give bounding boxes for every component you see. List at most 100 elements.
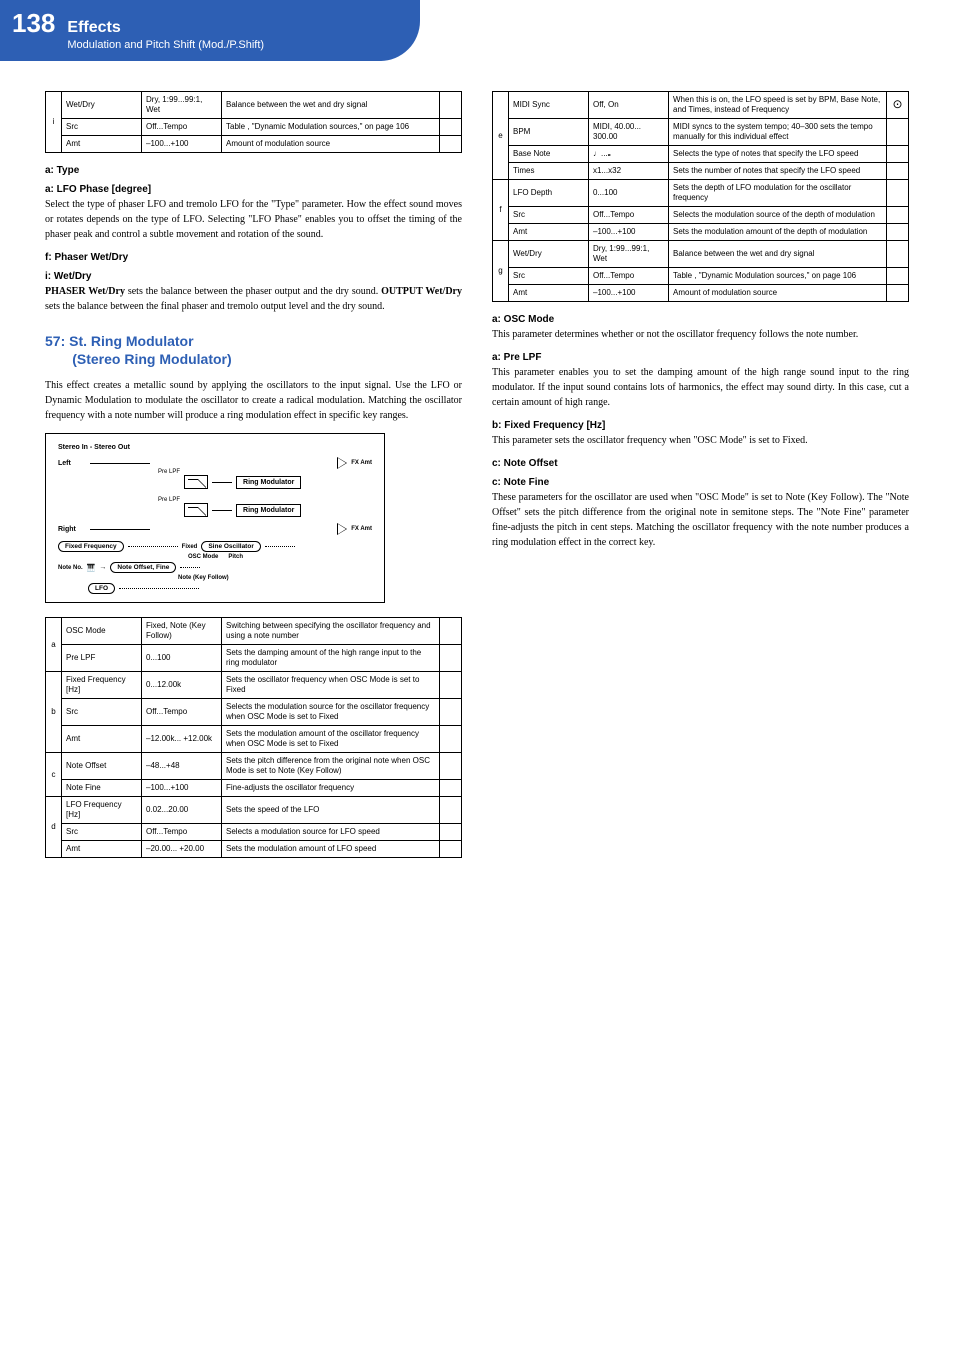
- pre-lpf-label: Pre LPF: [158, 469, 180, 475]
- param-icon: [440, 672, 462, 699]
- heading-note-offset: c: Note Offset: [492, 458, 909, 469]
- left-column: i Wet/Dry Dry, 1:99...99:1, Wet Balance …: [45, 91, 462, 870]
- param-icon: [887, 92, 909, 119]
- param-range: ♩...𝅝: [589, 146, 669, 163]
- param-range: x1...x32: [589, 163, 669, 180]
- param-icon: [440, 841, 462, 858]
- header-title: Effects: [67, 19, 264, 37]
- param-name: Src: [509, 268, 589, 285]
- lpf-icon: [184, 475, 208, 489]
- param-name: Note Fine: [62, 780, 142, 797]
- heading-fixed-freq: b: Fixed Frequency [Hz]: [492, 420, 909, 431]
- diag-right-row: Right FX Amt: [58, 523, 372, 535]
- diag-left-chain: Pre LPF Ring Modulator: [158, 475, 372, 489]
- param-desc: Sets the damping amount of the high rang…: [222, 645, 440, 672]
- param-name: Fixed Frequency [Hz]: [62, 672, 142, 699]
- diag-title: Stereo In - Stereo Out: [58, 444, 372, 451]
- group-cell: i: [46, 92, 62, 153]
- param-desc: Amount of modulation source: [222, 136, 440, 153]
- param-name: Src: [509, 207, 589, 224]
- diag-wire: [212, 510, 232, 511]
- param-name: Wet/Dry: [509, 241, 589, 268]
- heading-f: f: Phaser Wet/Dry: [45, 252, 462, 263]
- page: 138 Effects Modulation and Pitch Shift (…: [0, 0, 954, 870]
- param-desc: Table , "Dynamic Modulation sources," on…: [669, 268, 887, 285]
- param-icon: [440, 797, 462, 824]
- diag-right-chain: Pre LPF Ring Modulator: [158, 503, 372, 517]
- section-num: 57: St. Ring Modulator: [45, 333, 194, 349]
- param-name: Times: [509, 163, 589, 180]
- table-main-left: a OSC Mode Fixed, Note (Key Follow) Swit…: [45, 617, 462, 858]
- pre-lpf-label: Pre LPF: [158, 497, 180, 503]
- table-main-right: e MIDI Sync Off, On When this is on, the…: [492, 91, 909, 302]
- param-desc: Sets the speed of the LFO: [222, 797, 440, 824]
- knob-icon: [892, 100, 902, 111]
- param-icon: [440, 119, 462, 136]
- diag-osc-row2: Note No. 🎹 → Note Offset, Fine: [58, 562, 372, 573]
- para-osc: This parameter determines whether or not…: [492, 327, 909, 342]
- param-icon: [887, 268, 909, 285]
- param-icon: [440, 726, 462, 753]
- param-name: Pre LPF: [62, 645, 142, 672]
- ring-mod-block: Ring Modulator: [236, 504, 301, 517]
- param-desc: Sets the modulation amount of the depth …: [669, 224, 887, 241]
- param-desc: Balance between the wet and dry signal: [222, 92, 440, 119]
- param-name: Wet/Dry: [62, 92, 142, 119]
- diag-dots: [180, 567, 200, 568]
- param-icon: [887, 285, 909, 302]
- param-icon: [440, 699, 462, 726]
- param-range: Off...Tempo: [142, 699, 222, 726]
- param-range: –48...+48: [142, 753, 222, 780]
- param-range: Off...Tempo: [589, 268, 669, 285]
- param-icon: [440, 753, 462, 780]
- heading-i: i: Wet/Dry: [45, 271, 462, 282]
- param-name: Amt: [62, 726, 142, 753]
- pitch-label: Pitch: [228, 554, 243, 560]
- diag-dots: [265, 546, 295, 547]
- fx-amt-label: FX Amt: [351, 460, 372, 466]
- group-cell: g: [493, 241, 509, 302]
- param-range: –100...+100: [142, 136, 222, 153]
- signal-diagram: Stereo In - Stereo Out Left FX Amt Pre L…: [45, 433, 385, 603]
- header-bar: 138 Effects Modulation and Pitch Shift (…: [0, 0, 420, 61]
- amp-icon: [337, 457, 347, 469]
- para-ff: This parameter sets the oscillator frequ…: [492, 433, 909, 448]
- group-cell: d: [46, 797, 62, 858]
- param-desc: Selects the modulation source for the os…: [222, 699, 440, 726]
- param-icon: [887, 163, 909, 180]
- para-pre: This parameter enables you to set the da…: [492, 365, 909, 410]
- param-icon: [440, 645, 462, 672]
- diag-wire: [90, 529, 150, 530]
- param-icon: [440, 618, 462, 645]
- amp-icon: [337, 523, 347, 535]
- param-range: –100...+100: [589, 224, 669, 241]
- param-name: Note Offset: [62, 753, 142, 780]
- lpf-icon: [184, 503, 208, 517]
- param-range: Fixed, Note (Key Follow): [142, 618, 222, 645]
- param-name: Amt: [509, 224, 589, 241]
- diag-osc-row-mid: OSC Mode Pitch: [188, 554, 372, 560]
- group-cell: f: [493, 180, 509, 241]
- param-desc: Balance between the wet and dry signal: [669, 241, 887, 268]
- keyboard-icon: 🎹: [87, 564, 96, 572]
- param-desc: Sets the oscillator frequency when OSC M…: [222, 672, 440, 699]
- param-range: Off...Tempo: [589, 207, 669, 224]
- param-name: OSC Mode: [62, 618, 142, 645]
- param-desc: Fine-adjusts the oscillator frequency: [222, 780, 440, 797]
- param-icon: [887, 241, 909, 268]
- heading-a-type: a: Type: [45, 165, 462, 176]
- note-key-label: Note (Key Follow): [178, 575, 229, 581]
- param-icon: [440, 92, 462, 119]
- param-range: –20.00... +20.00: [142, 841, 222, 858]
- fixed-label: Fixed: [182, 544, 198, 550]
- param-name: LFO Frequency [Hz]: [62, 797, 142, 824]
- group-cell: b: [46, 672, 62, 753]
- para-a: Select the type of phaser LFO and tremol…: [45, 197, 462, 242]
- param-desc: Sets the modulation amount of LFO speed: [222, 841, 440, 858]
- param-range: Off...Tempo: [142, 119, 222, 136]
- note-offset-box: Note Offset, Fine: [110, 562, 176, 573]
- param-name: LFO Depth: [509, 180, 589, 207]
- param-range: 0...100: [142, 645, 222, 672]
- param-icon: [887, 146, 909, 163]
- param-desc: Amount of modulation source: [669, 285, 887, 302]
